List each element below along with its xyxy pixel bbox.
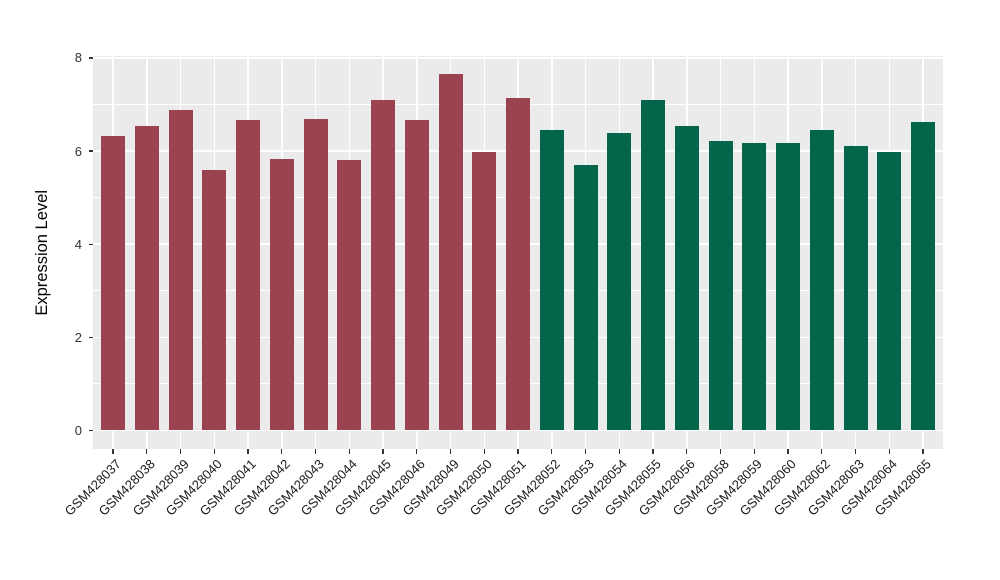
bar-gsm428039 [168, 110, 193, 431]
x-axis-tick [719, 449, 722, 454]
bar-gsm428059 [742, 142, 767, 431]
x-axis-tick [854, 449, 857, 454]
bar-gsm428063 [843, 146, 868, 431]
x-axis-tick [686, 449, 688, 454]
bar-gsm428056 [674, 126, 699, 431]
x-axis-tick [652, 449, 654, 454]
bar-gsm428037 [101, 136, 125, 431]
x-axis-tick [449, 449, 452, 454]
x-axis-tick [922, 449, 924, 454]
x-axis-tick [618, 449, 620, 454]
bar-gsm428043 [303, 119, 328, 431]
bar-gsm428052 [539, 130, 564, 431]
bar-gsm428038 [134, 126, 159, 431]
bar-gsm428050 [472, 152, 497, 431]
bar-gsm428065 [911, 121, 935, 431]
y-axis-tick [88, 336, 93, 338]
x-axis-tick [584, 449, 587, 454]
bar-gsm428046 [404, 119, 429, 431]
bar-gsm428051 [506, 97, 530, 431]
y-tick-label: 6 [74, 143, 82, 159]
y-axis-title: Expression Level [30, 56, 54, 449]
bar-gsm428041 [236, 119, 260, 431]
bar-gsm428053 [573, 165, 598, 431]
bar-gsm428044 [337, 159, 362, 431]
y-tick-label: 2 [74, 329, 82, 345]
y-tick-label: 8 [74, 50, 82, 66]
x-axis-tick [382, 449, 384, 454]
x-axis-tick [314, 449, 317, 454]
x-axis-tick [551, 449, 553, 454]
y-tick-label: 4 [74, 236, 82, 252]
y-axis-tick [88, 429, 93, 431]
y-axis-tick [88, 243, 93, 245]
x-axis-tick [112, 449, 114, 454]
bar-gsm428060 [776, 142, 800, 431]
y-tick-label: 0 [74, 422, 82, 438]
y-axis-tick [88, 57, 93, 59]
bar-gsm428058 [708, 140, 733, 431]
x-axis-tick [213, 449, 215, 454]
bar-gsm428042 [269, 158, 294, 431]
bar-gsm428054 [607, 133, 632, 431]
bar-gsm428055 [641, 100, 665, 431]
x-axis-tick [517, 449, 519, 454]
x-axis-tick [787, 449, 789, 454]
bar-gsm428045 [371, 100, 395, 431]
bar-gsm428049 [438, 74, 463, 431]
x-axis-tick [247, 449, 249, 454]
x-axis-tick [821, 449, 823, 454]
bar-gsm428064 [877, 151, 902, 431]
x-axis-tick [281, 449, 283, 454]
x-axis-tick [348, 449, 350, 454]
x-axis-tick [146, 449, 148, 454]
x-axis-tick [483, 449, 485, 454]
x-axis-tick [179, 449, 182, 454]
plot-panel [93, 56, 943, 449]
y-axis-tick [88, 150, 93, 152]
x-axis-tick [888, 449, 890, 454]
bar-gsm428040 [202, 169, 227, 431]
x-axis-tick [416, 449, 418, 454]
x-axis-tick [753, 449, 755, 454]
y-axis-title-text: Expression Level [32, 189, 51, 316]
bar-gsm428062 [809, 129, 834, 431]
